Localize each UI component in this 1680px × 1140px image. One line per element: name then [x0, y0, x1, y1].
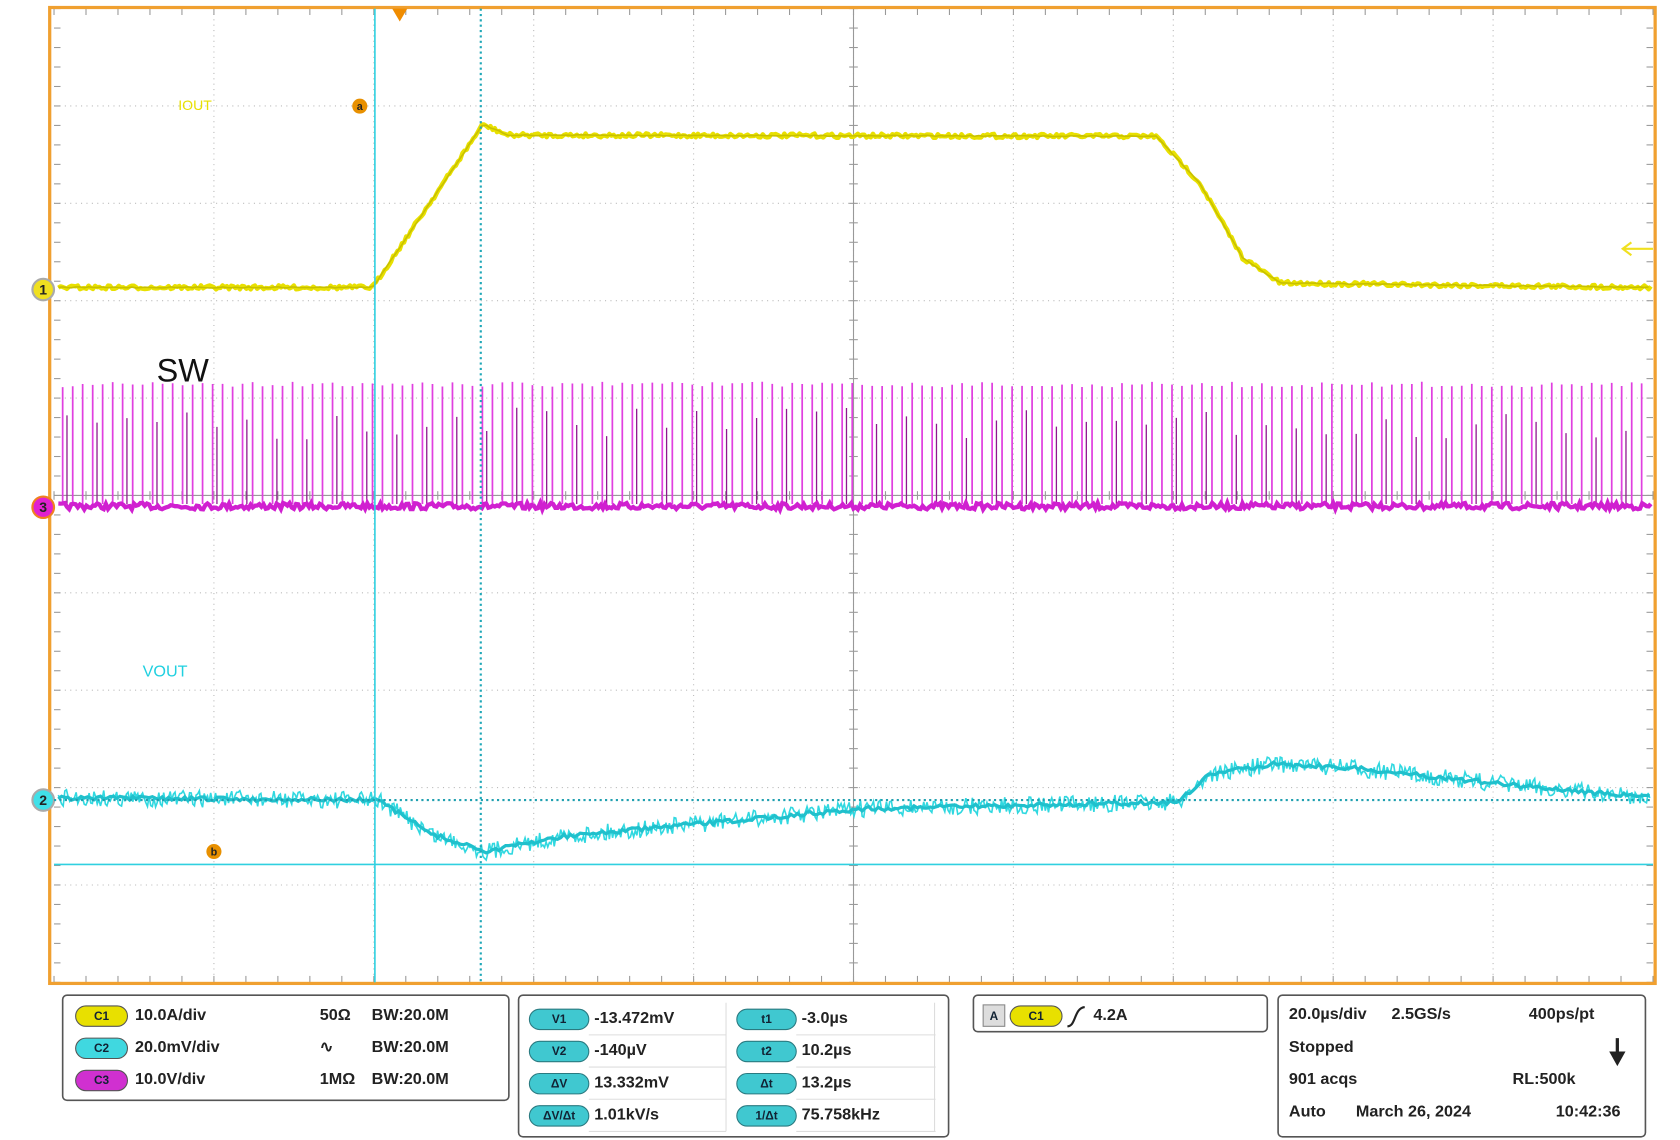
graticule: [53, 8, 1654, 983]
channel-rows: C1 10.0A/div 50Ω BW:20.0M C2 20.0mV/div ∿ BW:20…: [75, 1005, 449, 1092]
measurement-badge-label: 1/Δt: [755, 1109, 777, 1123]
channel-badge-label: C3: [94, 1073, 110, 1087]
channel-2-label: 2: [39, 792, 47, 808]
trigger-position: [392, 8, 408, 22]
channel-badge: [75, 1005, 129, 1027]
trigger-level: 4.2A: [1093, 1006, 1128, 1024]
channel-badge-label: C1: [94, 1009, 110, 1023]
channel-coupling: 50Ω: [320, 1006, 351, 1024]
channel-bandwidth: BW:20.0M: [372, 1006, 449, 1024]
trigger-mode-text: Auto: [1289, 1102, 1326, 1120]
channel-badge: [75, 1037, 129, 1060]
measurement-value: 13.332mV: [594, 1073, 669, 1091]
stopped-icon: [1609, 1038, 1626, 1067]
channel-3-label: 3: [39, 499, 47, 515]
date: March 26, 2024: [1356, 1102, 1471, 1120]
label-vout: VOUT: [143, 663, 188, 681]
trigger-mode: A: [990, 1009, 999, 1023]
measurement-badge: [736, 1072, 797, 1095]
acquisition-panel: [1277, 994, 1647, 1138]
marker-b-label: b: [211, 846, 218, 858]
sw-baseline: [58, 496, 1653, 516]
measurement-badge-label: V2: [552, 1044, 567, 1058]
measurement-panel: [517, 994, 950, 1138]
label-iout: IOUT: [178, 97, 212, 113]
measurement-value: -3.0µs: [802, 1009, 848, 1027]
measurement-rows: V1 -13.472mV V2 -140µV ΔV 13.332mV ΔV/Δt 1.01kV…: [528, 1002, 936, 1132]
frame: [48, 5, 1657, 986]
measurement-badge-label: ΔV/Δt: [543, 1109, 575, 1123]
measurement-value: 13.2µs: [802, 1073, 852, 1091]
record-length: RL:500k: [1513, 1070, 1576, 1088]
trigger-channel: C1: [1028, 1009, 1044, 1023]
iout-trace-core: [58, 124, 1649, 289]
iout-trace: [57, 122, 1653, 292]
resolution: 400ps/pt: [1529, 1005, 1595, 1023]
channel-badge-label: C2: [94, 1041, 110, 1055]
measurement-badge-label: Δt: [760, 1076, 773, 1090]
measurement-badge: [528, 1105, 590, 1127]
channel-scale: 20.0mV/div: [135, 1038, 220, 1056]
sw-spikes: [61, 381, 1643, 505]
label-sw: SW: [157, 353, 210, 389]
vout-trace-core: [57, 760, 1650, 855]
measurement-badge: [736, 1040, 797, 1063]
trigger-channel-badge: [1009, 1005, 1063, 1027]
measurement-value: 75.758kHz: [802, 1106, 880, 1124]
measurement-badge-label: ΔV: [551, 1076, 568, 1090]
measurement-value: 10.2µs: [802, 1041, 852, 1059]
marker-b: [206, 844, 222, 860]
channel-1-marker: [31, 277, 56, 302]
waveforms: [57, 122, 1653, 862]
channel-3-marker: [31, 495, 56, 520]
sw-spikes-dark: [66, 407, 1627, 505]
channel-scale: 10.0V/div: [135, 1070, 205, 1088]
trigger-slope-icon: [1067, 1005, 1086, 1028]
channel-panel: [61, 994, 510, 1102]
channel-coupling: 1MΩ: [320, 1070, 356, 1088]
timebase: 20.0µs/div: [1289, 1005, 1367, 1023]
measurement-badge: [528, 1072, 590, 1095]
sample-rate: 2.5GS/s: [1392, 1005, 1451, 1023]
measurement-badge: [528, 1040, 590, 1063]
channel-bandwidth: BW:20.0M: [372, 1070, 449, 1088]
channel-1-label: 1: [39, 281, 47, 297]
trigger-level-arrow: [1620, 241, 1653, 257]
channel-bandwidth: BW:20.0M: [372, 1038, 449, 1056]
acq-state: Stopped: [1289, 1038, 1354, 1056]
trigger-mode-box: [982, 1004, 1006, 1027]
measurement-badge-label: t2: [761, 1044, 772, 1058]
measurement-value: -13.472mV: [594, 1009, 674, 1027]
measurement-badge: [528, 1008, 590, 1031]
channel-badge: [75, 1069, 129, 1092]
measurement-value: 1.01kV/s: [594, 1106, 659, 1124]
channel-coupling: ∿: [320, 1038, 334, 1056]
measurement-badge-label: V1: [552, 1012, 567, 1026]
measurement-badge: [736, 1105, 797, 1127]
measurement-badge: [736, 1008, 797, 1031]
time: 10:42:36: [1556, 1102, 1621, 1120]
acq-count: 901 acqs: [1289, 1070, 1357, 1088]
measurement-value: -140µV: [594, 1041, 647, 1059]
marker-a: [352, 98, 368, 114]
marker-a-label: a: [357, 101, 364, 113]
channel-scale: 10.0A/div: [135, 1006, 206, 1024]
measurement-badge-label: t1: [761, 1012, 772, 1026]
